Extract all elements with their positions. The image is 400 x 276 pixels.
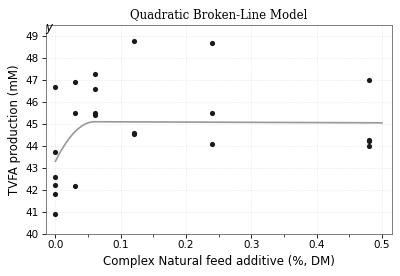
Point <box>92 71 98 76</box>
Point <box>366 138 372 143</box>
Point <box>52 174 59 179</box>
Point <box>209 142 215 146</box>
Point <box>72 111 78 115</box>
Point <box>131 132 137 136</box>
Point <box>52 183 59 187</box>
Point <box>92 111 98 115</box>
Point <box>92 87 98 91</box>
Point <box>131 38 137 43</box>
Point <box>366 139 372 144</box>
Text: y: y <box>45 21 52 34</box>
Point <box>366 144 372 148</box>
Y-axis label: TVFA production (mM): TVFA production (mM) <box>8 64 21 195</box>
Point <box>72 80 78 84</box>
Point <box>366 78 372 82</box>
Point <box>209 41 215 45</box>
Point <box>209 111 215 115</box>
Point <box>72 184 78 189</box>
Point <box>52 84 59 89</box>
X-axis label: Complex Natural feed additive (%, DM): Complex Natural feed additive (%, DM) <box>103 255 335 268</box>
Point <box>131 131 137 135</box>
Point <box>52 192 59 196</box>
Point <box>52 150 59 155</box>
Title: Quadratic Broken-Line Model: Quadratic Broken-Line Model <box>130 8 307 21</box>
Point <box>92 113 98 117</box>
Point <box>52 212 59 216</box>
